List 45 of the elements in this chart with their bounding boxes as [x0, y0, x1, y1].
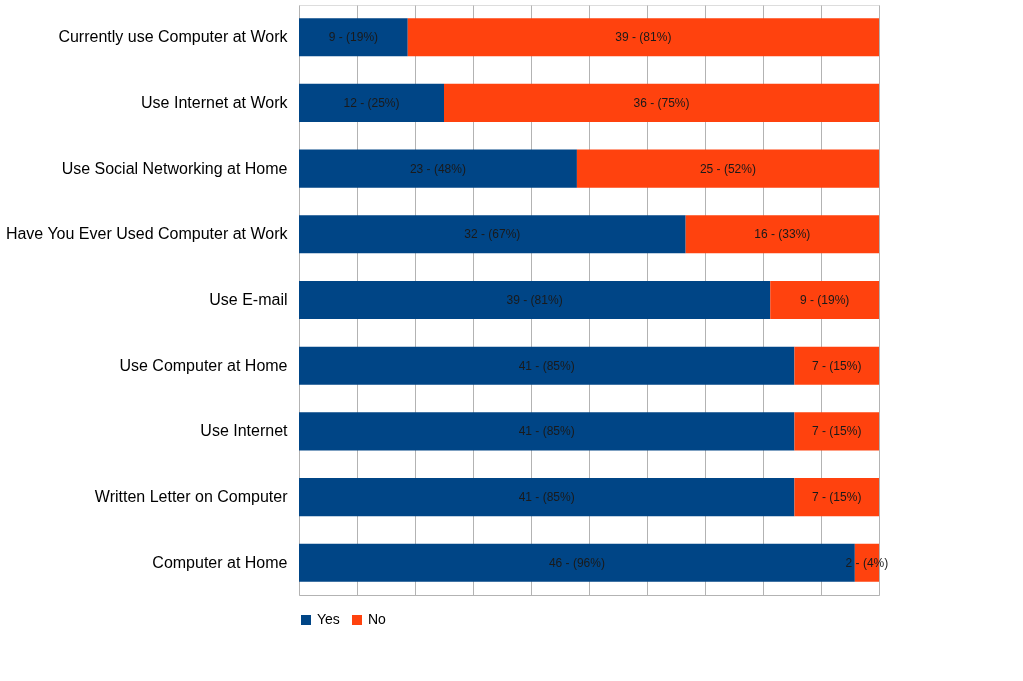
bar	[444, 83, 879, 122]
data-label: 36 - (75%)	[633, 95, 690, 110]
data-label: 39 - (81%)	[506, 293, 563, 307]
legend-label: Yes	[317, 611, 340, 627]
bar	[299, 83, 444, 122]
bar	[576, 149, 879, 188]
data-label: 7 - (15%)	[812, 490, 862, 505]
y-tick-label: Have You Ever Used Computer at Work	[5, 225, 289, 243]
data-label: 46 - (96%)	[548, 555, 605, 570]
data-label: 9 - (19%)	[799, 293, 850, 307]
data-label: 41 - (85%)	[518, 358, 575, 373]
y-tick-label: Currently use Computer at Work	[58, 28, 289, 46]
bar	[770, 280, 879, 320]
legend-label: No	[368, 611, 387, 627]
bar	[299, 478, 795, 517]
bar	[299, 346, 795, 385]
bar	[299, 543, 855, 582]
bar	[794, 478, 879, 517]
bar	[794, 346, 879, 385]
data-label: 41 - (85%)	[518, 490, 575, 505]
data-label: 32 - (67%)	[464, 227, 521, 242]
y-tick-label: Computer at Home	[152, 553, 288, 571]
data-label: 39 - (81%)	[615, 30, 672, 45]
bar	[299, 18, 408, 57]
y-tick-label: Use Internet at Work	[141, 93, 289, 111]
data-label: 12 - (25%)	[343, 95, 400, 110]
y-tick-label: Use Internet	[200, 422, 289, 440]
y-tick-label: Use Social Networking at Home	[61, 159, 288, 177]
data-label: 9 - (19%)	[328, 30, 379, 45]
data-label: 41 - (85%)	[518, 424, 575, 439]
y-tick-label: Use Computer at Home	[119, 356, 288, 374]
data-label: 7 - (15%)	[812, 424, 862, 439]
bar	[407, 18, 879, 57]
bar	[299, 412, 795, 451]
data-label: 7 - (15%)	[812, 358, 862, 373]
data-label: 23 - (48%)	[409, 161, 466, 176]
bar	[685, 215, 879, 254]
y-tick-label: Written Letter on Computer	[94, 488, 289, 506]
data-label: 25 - (52%)	[699, 161, 756, 176]
bar	[299, 280, 771, 320]
bar	[299, 149, 577, 188]
y-tick-label: Use E-mail	[209, 291, 288, 308]
bar	[794, 412, 879, 451]
bar	[299, 215, 686, 254]
data-label: 16 - (33%)	[754, 227, 811, 242]
